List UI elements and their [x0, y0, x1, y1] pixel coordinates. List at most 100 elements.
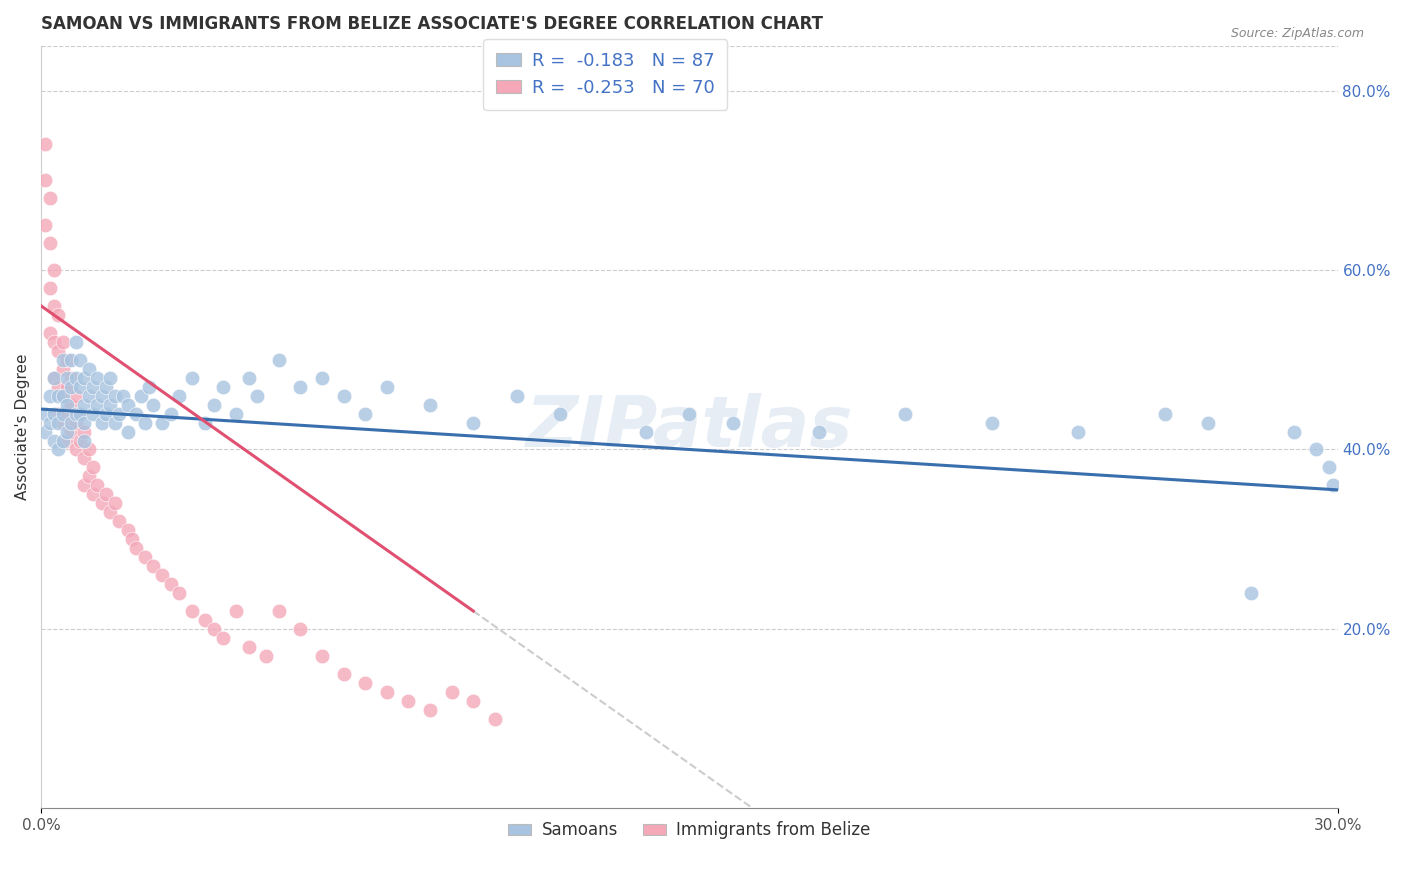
Point [211, 631, 233, 645]
Point [86, 398, 108, 412]
Point [94, 487, 117, 501]
Point [463, 416, 485, 430]
Point [82, 460, 104, 475]
Point [86, 478, 108, 492]
Point [60, 352, 83, 367]
Point [48, 343, 70, 358]
Point [238, 640, 260, 654]
Point [142, 398, 165, 412]
Point [311, 370, 333, 384]
Point [98, 505, 121, 519]
Point [60, 425, 83, 439]
Point [52, 334, 75, 349]
Point [181, 370, 204, 384]
Point [56, 370, 79, 384]
Point [38, 236, 60, 251]
Point [90, 389, 112, 403]
Point [94, 407, 117, 421]
Point [34, 173, 56, 187]
Point [52, 389, 75, 403]
Point [73, 416, 96, 430]
Point [112, 389, 135, 403]
Point [69, 434, 91, 448]
Point [194, 416, 217, 430]
Point [505, 389, 527, 403]
Point [48, 416, 70, 430]
Point [181, 604, 204, 618]
Point [103, 496, 125, 510]
Point [238, 370, 260, 384]
Text: Source: ZipAtlas.com: Source: ZipAtlas.com [1230, 27, 1364, 40]
Point [98, 398, 121, 412]
Point [69, 407, 91, 421]
Point [90, 416, 112, 430]
Point [94, 379, 117, 393]
Point [65, 370, 87, 384]
Point [82, 379, 104, 393]
Point [60, 416, 83, 430]
Point [69, 352, 91, 367]
Point [82, 487, 104, 501]
Point [42, 334, 65, 349]
Point [1305, 442, 1327, 457]
Point [42, 370, 65, 384]
Point [65, 389, 87, 403]
Point [1197, 416, 1219, 430]
Point [117, 425, 139, 439]
Point [808, 425, 831, 439]
Point [65, 442, 87, 457]
Text: ZIPatlas: ZIPatlas [526, 392, 853, 461]
Point [34, 137, 56, 152]
Point [56, 407, 79, 421]
Point [290, 379, 312, 393]
Point [678, 407, 700, 421]
Point [548, 407, 571, 421]
Point [311, 648, 333, 663]
Point [117, 523, 139, 537]
Point [721, 416, 744, 430]
Point [48, 407, 70, 421]
Point [138, 379, 160, 393]
Point [108, 514, 131, 528]
Point [60, 370, 83, 384]
Text: SAMOAN VS IMMIGRANTS FROM BELIZE ASSOCIATE'S DEGREE CORRELATION CHART: SAMOAN VS IMMIGRANTS FROM BELIZE ASSOCIA… [41, 15, 823, 33]
Point [636, 425, 658, 439]
Point [73, 451, 96, 466]
Point [77, 469, 100, 483]
Point [52, 434, 75, 448]
Point [56, 379, 79, 393]
Point [375, 685, 398, 699]
Point [332, 666, 354, 681]
Point [73, 478, 96, 492]
Point [77, 361, 100, 376]
Point [202, 398, 225, 412]
Point [34, 218, 56, 232]
Point [332, 389, 354, 403]
Point [38, 281, 60, 295]
Point [42, 263, 65, 277]
Point [34, 407, 56, 421]
Point [103, 416, 125, 430]
Point [73, 370, 96, 384]
Point [65, 407, 87, 421]
Point [159, 577, 181, 591]
Point [1153, 407, 1175, 421]
Point [419, 398, 441, 412]
Point [52, 389, 75, 403]
Point [38, 416, 60, 430]
Point [225, 407, 247, 421]
Point [125, 407, 148, 421]
Legend: Samoans, Immigrants from Belize: Samoans, Immigrants from Belize [502, 814, 877, 846]
Point [1317, 460, 1340, 475]
Point [73, 425, 96, 439]
Point [98, 370, 121, 384]
Y-axis label: Associate's Degree: Associate's Degree [15, 354, 30, 500]
Point [52, 416, 75, 430]
Point [354, 675, 377, 690]
Point [56, 352, 79, 367]
Point [90, 496, 112, 510]
Point [129, 389, 152, 403]
Point [48, 442, 70, 457]
Point [73, 434, 96, 448]
Point [1240, 586, 1263, 600]
